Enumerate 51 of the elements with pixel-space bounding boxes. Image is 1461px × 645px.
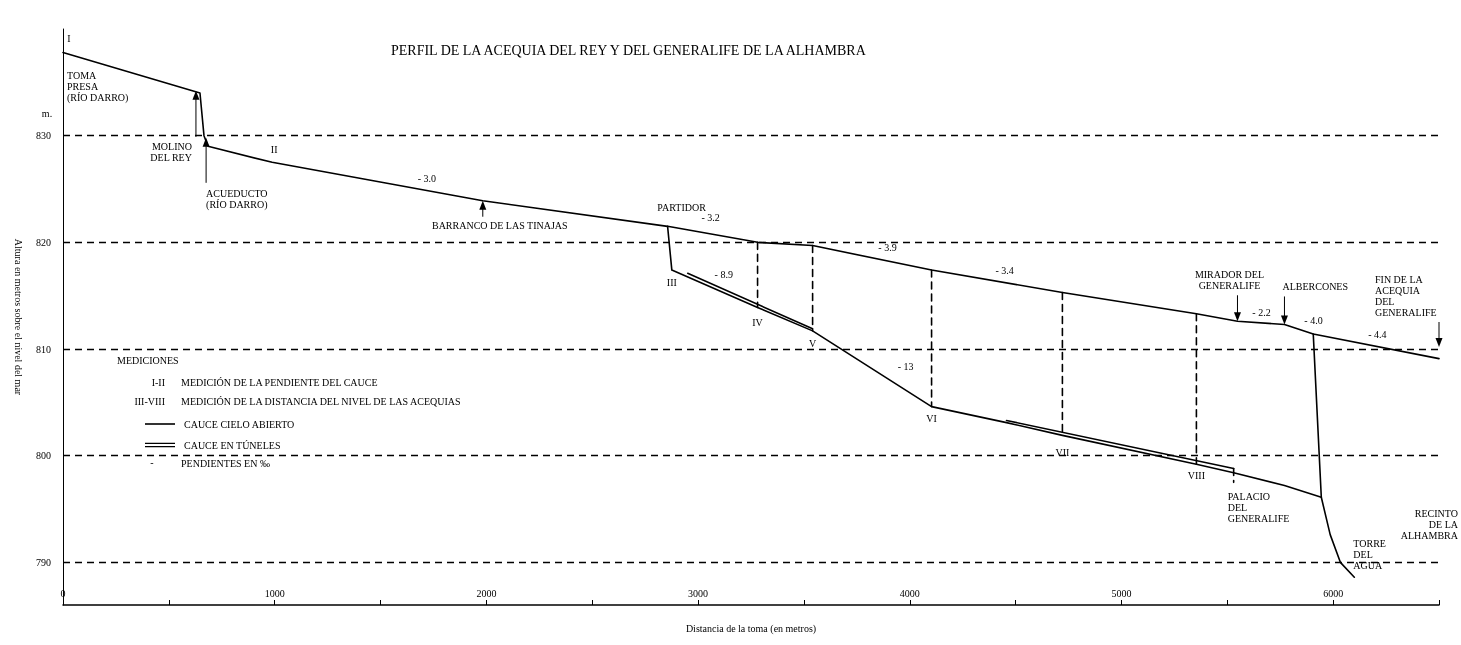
annotation: I-II <box>151 376 165 388</box>
annotation: - 3.0 <box>417 173 437 185</box>
x-tick-label: 2000 <box>476 587 497 599</box>
x-tick-label: 1000 <box>264 587 285 599</box>
y-tick-label: 800 <box>36 450 51 462</box>
annotation: - 4.0 <box>1304 314 1323 326</box>
annotation: III <box>666 277 677 289</box>
y-tick-label: 810 <box>36 343 51 355</box>
legend-label: CAUCE EN TÚNELES <box>184 439 281 451</box>
x-tick-label: 5000 <box>1111 587 1132 599</box>
annotation: MEDICIONES <box>117 354 179 366</box>
annotation: ALBERCONES <box>1282 281 1349 293</box>
y-axis-title: Altura en metros sobre el nivel del mar <box>12 238 24 396</box>
annotation: PARTIDOR <box>657 202 707 214</box>
annotation: - 13 <box>897 361 914 372</box>
annotation: II <box>270 144 278 156</box>
annotation: VIII <box>1187 470 1206 482</box>
annotation: - <box>150 456 154 468</box>
text: m. <box>41 107 53 119</box>
annotation: PALACIO DEL GENERALIFE <box>1227 491 1290 525</box>
annotation: IV <box>752 317 764 329</box>
annotation: TOMA PRESA (RÍO DARRO) <box>67 70 129 105</box>
text: PERFIL DE LA ACEQUIA DEL REY Y DEL GENERALIFE DE LA ALHAMBRA <box>391 42 867 58</box>
x-tick-label: 6000 <box>1323 587 1344 599</box>
annotation: MOLINO DEL REY <box>150 140 192 163</box>
x-tick-label: 3000 <box>688 587 709 599</box>
annotation: I <box>67 33 71 45</box>
annotation: III-VIII <box>134 395 165 407</box>
annotation: BARRANCO DE LAS TINAJAS <box>431 219 568 231</box>
annotation: MEDICIÓN DE LA PENDIENTE DEL CAUCE <box>181 376 378 388</box>
y-tick-label: 790 <box>36 556 51 568</box>
annotation: - 8.9 <box>714 269 733 281</box>
legend-label: CAUCE CIELO ABIERTO <box>184 418 295 430</box>
annotation: FIN DE LA ACEQUIA DEL GENERALIFE <box>1375 274 1437 318</box>
annotation: ACUEDUCTO (RÍO DARRO) <box>206 187 268 211</box>
annotation: V <box>808 337 817 349</box>
annotation: - 2.2 <box>1252 307 1271 319</box>
y-tick-label: 820 <box>36 236 51 248</box>
annotation: PENDIENTES EN ‰ <box>181 457 270 469</box>
annotation: - 3.9 <box>878 242 897 254</box>
annotation: VII <box>1055 447 1070 459</box>
x-axis-title: Distancia de la toma (en metros) <box>685 622 817 635</box>
annotation: - 3.2 <box>701 211 720 223</box>
annotation: - 3.4 <box>995 264 1014 276</box>
annotation: MIRADOR DEL GENERALIFE <box>1194 269 1265 292</box>
x-tick-label: 4000 <box>899 587 920 599</box>
annotation: RECINTO DE LA ALHAMBRA <box>1400 508 1459 541</box>
annotation: VI <box>926 412 937 424</box>
annotation: - 4.4 <box>1368 328 1387 340</box>
y-tick-label: 830 <box>36 130 51 142</box>
annotation: MEDICIÓN DE LA DISTANCIA DEL NIVEL DE LAS ACEQUIAS <box>181 395 461 407</box>
